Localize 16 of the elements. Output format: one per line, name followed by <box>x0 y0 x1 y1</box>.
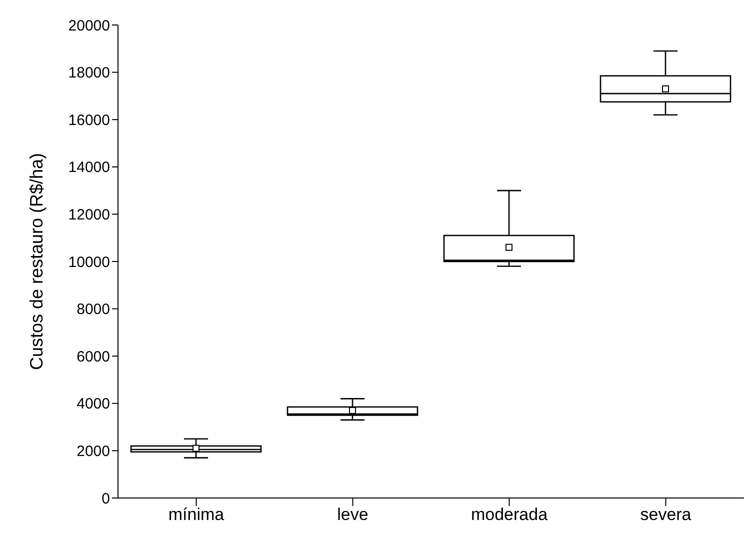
y-tick-label: 10000 <box>68 254 110 271</box>
y-tick-label: 12000 <box>68 206 110 224</box>
y-tick-label: 18000 <box>68 64 110 82</box>
y-tick-label: 0 <box>102 490 110 508</box>
y-tick-label: 16000 <box>68 112 110 129</box>
x-tick-label: mínima <box>168 505 225 524</box>
y-tick-label: 6000 <box>76 348 110 366</box>
x-tick-label: leve <box>337 505 368 524</box>
y-axis-title: Custos de restauro (R$/ha) <box>26 152 46 370</box>
x-tick-label: moderada <box>470 505 548 524</box>
y-tick-label: 20000 <box>68 17 110 34</box>
y-tick-label: 4000 <box>76 396 110 413</box>
x-tick-label: severa <box>640 505 692 524</box>
y-tick-label: 2000 <box>76 443 110 460</box>
y-tick-label: 8000 <box>76 301 110 318</box>
y-tick-label: 14000 <box>68 159 110 176</box>
